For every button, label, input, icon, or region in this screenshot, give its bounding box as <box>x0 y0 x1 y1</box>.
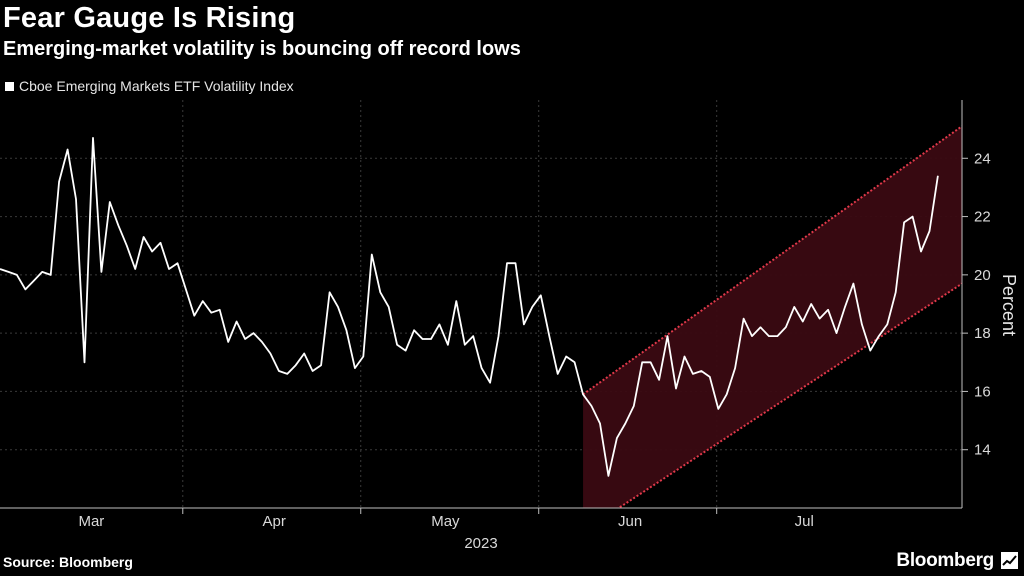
chart-title: Fear Gauge Is Rising <box>3 2 296 34</box>
series-lines <box>0 136 939 477</box>
tick-labels: 14 16 18 20 22 24 Mar Apr May Jun Jul 2023 Percent <box>78 150 1019 552</box>
y-tick-label-14: 14 <box>974 442 991 459</box>
y-tick-label-20: 20 <box>974 267 991 284</box>
y-tick-label-16: 16 <box>974 383 991 400</box>
x-tick-label-mar: Mar <box>78 513 104 530</box>
legend-swatch <box>5 81 14 91</box>
axes <box>0 100 968 514</box>
x-tick-label-jul: Jul <box>795 513 814 530</box>
channel-lower-edge <box>616 282 962 508</box>
channel-upper-edge <box>582 125 962 396</box>
chart-subtitle: Emerging-market volatility is bouncing o… <box>3 38 521 60</box>
brand-logo: Bloomberg <box>896 550 994 571</box>
gridlines <box>0 100 962 508</box>
trend-channel <box>582 125 962 508</box>
y-tick-label-18: 18 <box>974 325 991 342</box>
x-year-label: 2023 <box>464 535 497 552</box>
channel-fill <box>583 126 962 508</box>
y-tick-label-22: 22 <box>974 209 991 226</box>
y-tick-label-24: 24 <box>974 150 991 167</box>
brand-chart-icon <box>1001 552 1018 569</box>
source-note: Source: Bloomberg <box>3 554 133 570</box>
x-tick-label-jun: Jun <box>618 513 642 530</box>
series-line-vix <box>0 136 939 477</box>
y-axis-title: Percent <box>999 274 1019 336</box>
x-tick-label-apr: Apr <box>262 513 285 530</box>
legend-label: Cboe Emerging Markets ETF Volatility Ind… <box>19 78 294 94</box>
x-tick-label-may: May <box>431 513 460 530</box>
legend: Cboe Emerging Markets ETF Volatility Ind… <box>5 78 294 94</box>
